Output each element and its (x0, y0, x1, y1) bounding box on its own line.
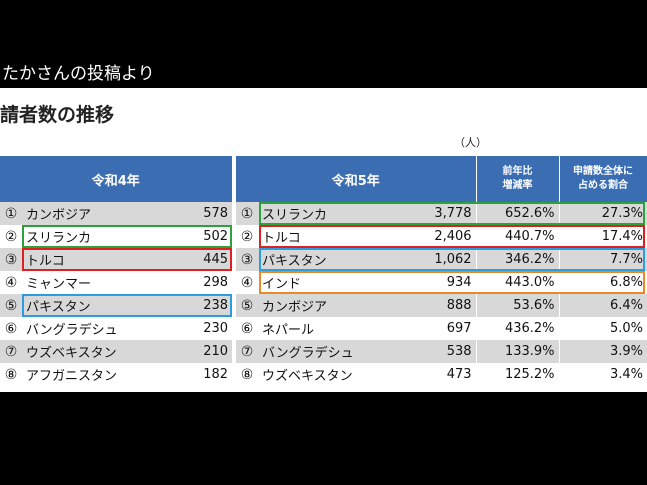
applicant-count: 298 (162, 271, 233, 294)
table-row: ④ インド 934 443.0% 6.8% (236, 271, 647, 294)
applicant-count: 210 (162, 340, 233, 363)
table-row: ⑥ ネパール 697 436.2% 5.0% (236, 317, 647, 340)
table-row: ⑤ カンボジア 888 53.6% 6.4% (236, 294, 647, 317)
applicant-count: 502 (162, 225, 233, 248)
applicant-count: 3,778 (398, 202, 477, 225)
share-of-total: 3.4% (559, 363, 647, 386)
share-of-total: 6.4% (559, 294, 647, 317)
rank-number: ④ (236, 271, 258, 294)
country-name: カンボジア (22, 202, 162, 225)
table-row: ② スリランカ 502 (0, 225, 233, 248)
applicant-count: 182 (162, 363, 233, 386)
rank-number: ⑥ (236, 317, 258, 340)
country-name: トルコ (22, 248, 162, 271)
rank-number: ⑤ (0, 294, 22, 317)
rank-number: ⑧ (236, 363, 258, 386)
table-row: ② トルコ 2,406 440.7% 17.4% (236, 225, 647, 248)
yoy-change: 436.2% (476, 317, 560, 340)
document-sheet: 請者数の推移 （人） 令和4年 ① カンボジア 578 ② スリランカ 502 ③ トルコ 44… (0, 88, 647, 392)
yoy-change: 440.7% (476, 225, 560, 248)
country-name: スリランカ (22, 225, 162, 248)
table-row: ⑧ ウズベキスタン 473 125.2% 3.4% (236, 363, 647, 386)
yoy-change: 652.6% (476, 202, 560, 225)
table-row: ① スリランカ 3,778 652.6% 27.3% (236, 202, 647, 225)
applicant-count: 934 (398, 271, 477, 294)
rank-number: ③ (236, 248, 258, 271)
table-row: ⑦ バングラデシュ 538 133.9% 3.9% (236, 340, 647, 363)
country-name: スリランカ (258, 202, 398, 225)
header-reiwa5: 令和5年 (236, 156, 477, 202)
rank-number: ⑦ (0, 340, 22, 363)
table-row: ⑤ パキスタン 238 (0, 294, 233, 317)
country-name: インド (258, 271, 398, 294)
yoy-change: 53.6% (476, 294, 560, 317)
applicant-count: 1,062 (398, 248, 477, 271)
country-name: パキスタン (258, 248, 398, 271)
country-name: トルコ (258, 225, 398, 248)
table-row: ⑧ アフガニスタン 182 (0, 363, 233, 386)
rank-number: ② (0, 225, 22, 248)
rank-number: ⑧ (0, 363, 22, 386)
table-row: ① カンボジア 578 (0, 202, 233, 225)
country-name: カンボジア (258, 294, 398, 317)
header-share-line2: 占める割合 (578, 180, 629, 191)
rank-number: ② (236, 225, 258, 248)
applicant-count: 2,406 (398, 225, 477, 248)
table-row: ④ ミャンマー 298 (0, 271, 233, 294)
applicant-count: 697 (398, 317, 477, 340)
table-reiwa4: 令和4年 ① カンボジア 578 ② スリランカ 502 ③ トルコ 445 ④ ミャンマー 298 ⑤… (0, 156, 233, 386)
applicant-count: 538 (398, 340, 477, 363)
applicant-count: 888 (398, 294, 477, 317)
applicant-count: 445 (162, 248, 233, 271)
rank-number: ① (236, 202, 258, 225)
country-name: バングラデシュ (258, 340, 398, 363)
rank-number: ① (0, 202, 22, 225)
header-share-line1: 申請数全体に (573, 166, 634, 177)
header-reiwa4: 令和4年 (0, 156, 233, 202)
header-share: 申請数全体に 占める割合 (559, 156, 647, 202)
share-of-total: 27.3% (559, 202, 647, 225)
country-name: バングラデシュ (22, 317, 162, 340)
share-of-total: 6.8% (559, 271, 647, 294)
post-caption: たかさんの投稿より (2, 64, 155, 84)
yoy-change: 133.9% (476, 340, 560, 363)
table-row: ⑦ ウズベキスタン 210 (0, 340, 233, 363)
country-name: ネパール (258, 317, 398, 340)
rank-number: ⑤ (236, 294, 258, 317)
applicant-count: 578 (162, 202, 233, 225)
yoy-change: 125.2% (476, 363, 560, 386)
applicant-count: 473 (398, 363, 477, 386)
country-name: アフガニスタン (22, 363, 162, 386)
rank-number: ③ (0, 248, 22, 271)
rank-number: ⑥ (0, 317, 22, 340)
share-of-total: 3.9% (559, 340, 647, 363)
header-change: 前年比 増減率 (476, 156, 560, 202)
header-change-line1: 前年比 (502, 166, 533, 177)
country-name: ウズベキスタン (258, 363, 398, 386)
table-title: 請者数の推移 (0, 104, 115, 126)
table-row: ③ パキスタン 1,062 346.2% 7.7% (236, 248, 647, 271)
applicant-count: 238 (162, 294, 233, 317)
table-row: ⑥ バングラデシュ 230 (0, 317, 233, 340)
country-name: ウズベキスタン (22, 340, 162, 363)
yoy-change: 346.2% (476, 248, 560, 271)
unit-label: （人） (454, 136, 487, 149)
yoy-change: 443.0% (476, 271, 560, 294)
country-name: ミャンマー (22, 271, 162, 294)
share-of-total: 7.7% (559, 248, 647, 271)
table-row: ③ トルコ 445 (0, 248, 233, 271)
header-change-line2: 増減率 (502, 180, 533, 191)
rank-number: ④ (0, 271, 22, 294)
share-of-total: 5.0% (559, 317, 647, 340)
rank-number: ⑦ (236, 340, 258, 363)
applicant-count: 230 (162, 317, 233, 340)
share-of-total: 17.4% (559, 225, 647, 248)
table-reiwa5: 令和5年 前年比 増減率 申請数全体に 占める割合 ① スリランカ 3,778 652… (236, 156, 647, 386)
country-name: パキスタン (22, 294, 162, 317)
